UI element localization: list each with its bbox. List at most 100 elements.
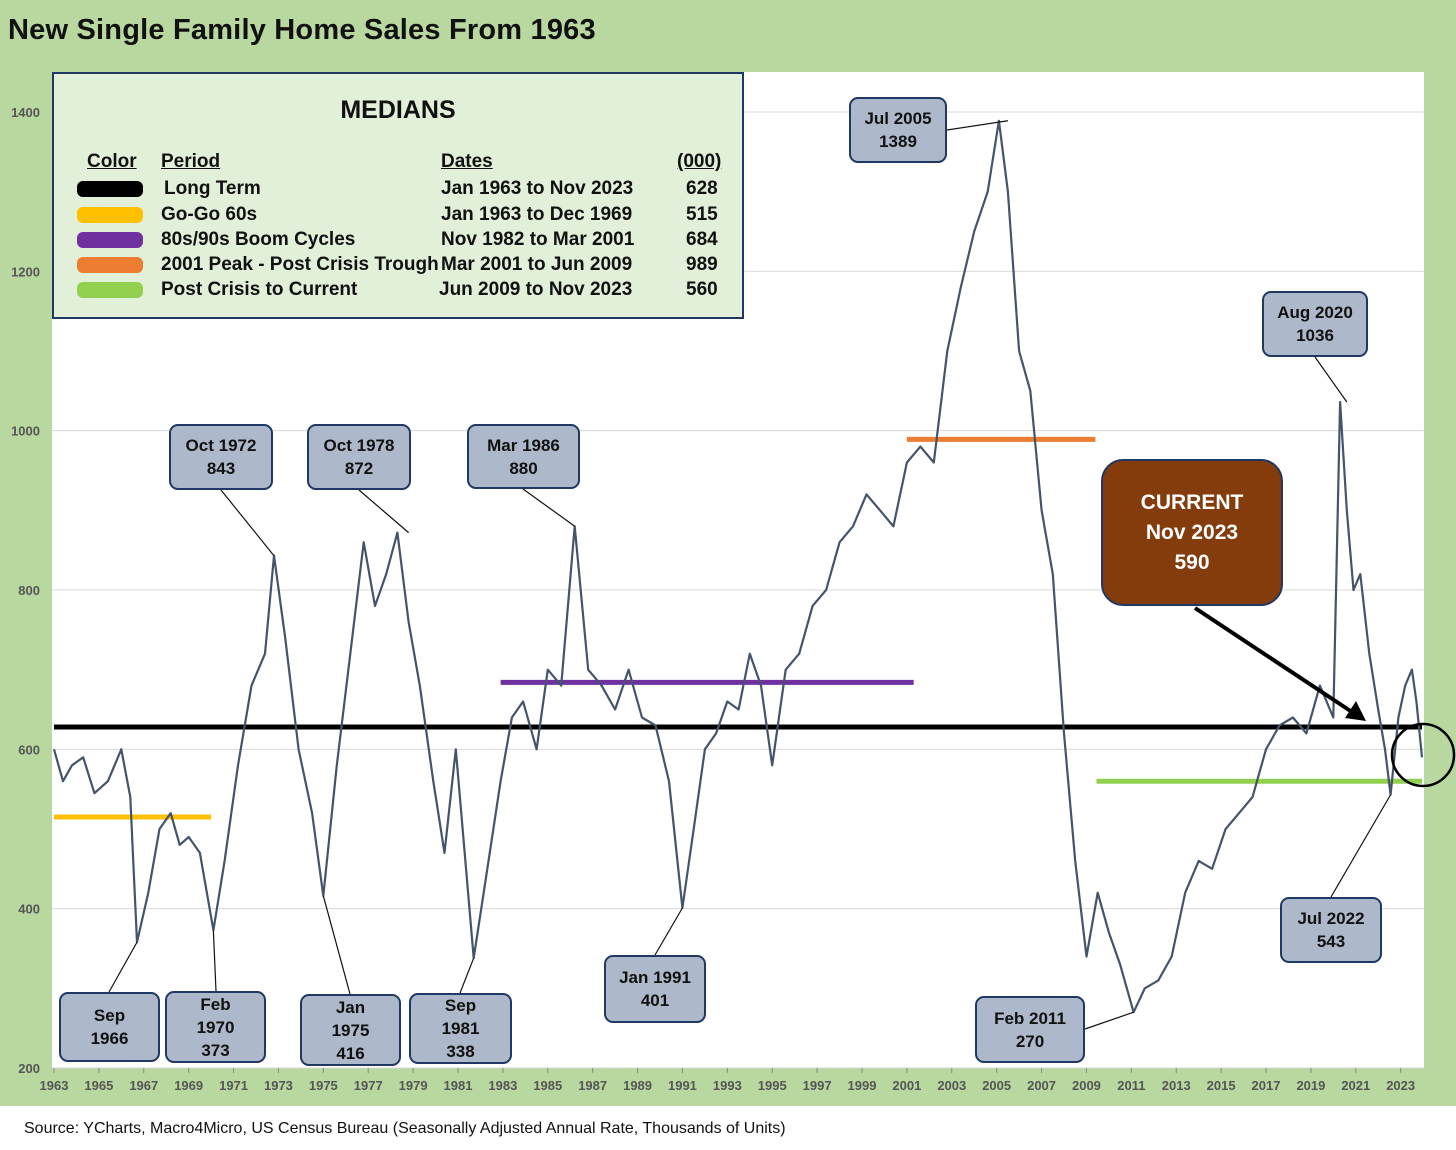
y-tick-label: 1200 bbox=[11, 264, 40, 279]
x-tick-label: 1997 bbox=[803, 1078, 832, 1093]
series-line bbox=[52, 119, 1424, 1014]
x-tick-label: 1971 bbox=[219, 1078, 248, 1093]
x-tick-label: 2005 bbox=[982, 1078, 1011, 1093]
callout-leader bbox=[108, 941, 138, 993]
callout-leader bbox=[522, 488, 576, 527]
current-value: 590 bbox=[1174, 550, 1210, 574]
x-tick-label: 2001 bbox=[892, 1078, 921, 1093]
x-tick-label: 2003 bbox=[937, 1078, 966, 1093]
legend-value: 684 bbox=[686, 229, 718, 250]
callout-jul-2005: Jul 2005 1389 bbox=[849, 97, 947, 163]
current-label: CURRENT bbox=[1140, 490, 1244, 514]
legend-title: MEDIANS bbox=[340, 96, 456, 124]
y-tick-label: 200 bbox=[18, 1061, 40, 1076]
x-tick-label: 2021 bbox=[1341, 1078, 1370, 1093]
x-tick-label: 1991 bbox=[668, 1078, 697, 1093]
legend-dates: Mar 2001 to Jun 2009 bbox=[441, 254, 633, 275]
callout-feb-1970: Feb 1970 373 bbox=[165, 991, 266, 1063]
x-tick-label: 2009 bbox=[1072, 1078, 1101, 1093]
callout-text: Jan bbox=[335, 997, 366, 1017]
x-tick-label: 1965 bbox=[84, 1078, 113, 1093]
legend-header-value: (000) bbox=[677, 151, 722, 172]
legend-swatch-boom-cycles bbox=[77, 232, 143, 248]
x-tick-label: 2007 bbox=[1027, 1078, 1056, 1093]
callout-text: 872 bbox=[344, 459, 374, 478]
callout-leader bbox=[654, 907, 683, 956]
legend-header-color: Color bbox=[87, 151, 137, 172]
legend-dates: Jan 1963 to Dec 1969 bbox=[441, 204, 633, 225]
callout-text: 543 bbox=[1316, 932, 1346, 951]
current-arrowhead bbox=[1345, 701, 1366, 721]
callout-text: Mar 1986 bbox=[487, 435, 560, 455]
callout-text: 1036 bbox=[1296, 326, 1334, 345]
x-tick-label: 1977 bbox=[354, 1078, 383, 1093]
callout-leader bbox=[220, 489, 275, 557]
x-tick-label: 1979 bbox=[399, 1078, 428, 1093]
callout-text: 843 bbox=[206, 459, 236, 478]
callout-text: Feb 2011 bbox=[994, 1008, 1066, 1028]
legend-value: 989 bbox=[686, 254, 718, 275]
callout-mar-1986: Mar 1986 880 bbox=[467, 424, 580, 489]
current-arrow bbox=[1193, 606, 1354, 714]
current-marker-circle bbox=[1390, 722, 1456, 788]
chart-title: New Single Family Home Sales From 1963 bbox=[8, 14, 596, 46]
callout-jul-2022: Jul 2022 543 bbox=[1280, 897, 1382, 963]
y-tick-label: 400 bbox=[18, 902, 40, 917]
callout-leader bbox=[358, 489, 410, 534]
legend-period: 80s/90s Boom Cycles bbox=[161, 229, 356, 250]
callout-oct-1978: Oct 1978 872 bbox=[307, 424, 411, 490]
legend-swatch-peak-trough bbox=[77, 257, 143, 273]
callout-jan-1991: Jan 1991 401 bbox=[604, 955, 706, 1023]
callout-text: 1966 bbox=[90, 1029, 129, 1048]
legend-swatch-go-go-60s bbox=[77, 207, 143, 223]
x-tick-label: 2017 bbox=[1252, 1078, 1281, 1093]
callout-text: 270 bbox=[1015, 1031, 1045, 1051]
legend-dates: Jan 1963 to Nov 2023 bbox=[441, 178, 634, 199]
source-note: Source: YCharts, Macro4Micro, US Census … bbox=[24, 1120, 786, 1137]
callout-oct-1972: Oct 1972 843 bbox=[169, 424, 273, 490]
callout-text: Jan 1991 bbox=[619, 968, 691, 987]
y-tick-label: 600 bbox=[18, 742, 40, 757]
callout-text: 1970 bbox=[196, 1017, 235, 1037]
legend-value: 560 bbox=[686, 279, 718, 300]
legend-swatch-post-crisis bbox=[77, 282, 143, 298]
callout-sep-1966: Sep 1966 bbox=[59, 992, 160, 1062]
x-tick-label: 1989 bbox=[623, 1078, 652, 1093]
medians-legend: MEDIANS Color Period Dates (000) Long Te… bbox=[52, 72, 744, 319]
callout-leader bbox=[1330, 794, 1392, 898]
x-tick-label: 1963 bbox=[40, 1078, 69, 1093]
callout-text: 880 bbox=[509, 458, 538, 478]
legend-header-period: Period bbox=[161, 151, 221, 172]
callout-feb-2011: Feb 2011 270 bbox=[975, 996, 1085, 1063]
y-axis-ticks: 200 400 600 800 1000 1200 1400 bbox=[11, 105, 40, 1076]
x-tick-label: 1981 bbox=[444, 1078, 473, 1093]
callout-text: 373 bbox=[201, 1040, 230, 1060]
x-axis-ticks: 1963 1965 1967 1969 1971 1973 1975 1977 1979 1981… bbox=[40, 1068, 1415, 1093]
legend-period: Long Term bbox=[164, 178, 261, 199]
callout-text: 1389 bbox=[879, 132, 917, 151]
legend-period: 2001 Peak - Post Crisis Trough bbox=[161, 254, 439, 275]
current-date: Nov 2023 bbox=[1145, 520, 1239, 544]
callout-leader bbox=[1084, 1011, 1134, 1030]
callout-text: Sep bbox=[444, 996, 477, 1015]
callout-text: Oct 1978 bbox=[323, 436, 395, 455]
callout-text: 401 bbox=[640, 991, 670, 1010]
x-tick-label: 2015 bbox=[1207, 1078, 1236, 1093]
legend-swatch-long-term bbox=[77, 181, 143, 197]
callout-text: Jul 2005 bbox=[864, 109, 932, 128]
x-tick-label: 1967 bbox=[129, 1078, 158, 1093]
x-tick-label: 1973 bbox=[264, 1078, 293, 1093]
x-tick-label: 1985 bbox=[533, 1078, 562, 1093]
callout-jan-1975: Jan 1975 416 bbox=[300, 994, 401, 1066]
legend-value: 628 bbox=[686, 178, 718, 199]
callout-text: Feb bbox=[200, 994, 231, 1014]
x-tick-label: 2013 bbox=[1162, 1078, 1191, 1093]
x-tick-label: 1983 bbox=[488, 1078, 517, 1093]
legend-period: Post Crisis to Current bbox=[161, 279, 358, 300]
median-lines bbox=[54, 436, 1422, 820]
callout-leader bbox=[459, 957, 475, 994]
y-tick-label: 1000 bbox=[11, 424, 40, 439]
legend-dates: Nov 1982 to Mar 2001 bbox=[441, 229, 635, 250]
x-tick-label: 1975 bbox=[309, 1078, 338, 1093]
callout-leader bbox=[946, 120, 1008, 131]
